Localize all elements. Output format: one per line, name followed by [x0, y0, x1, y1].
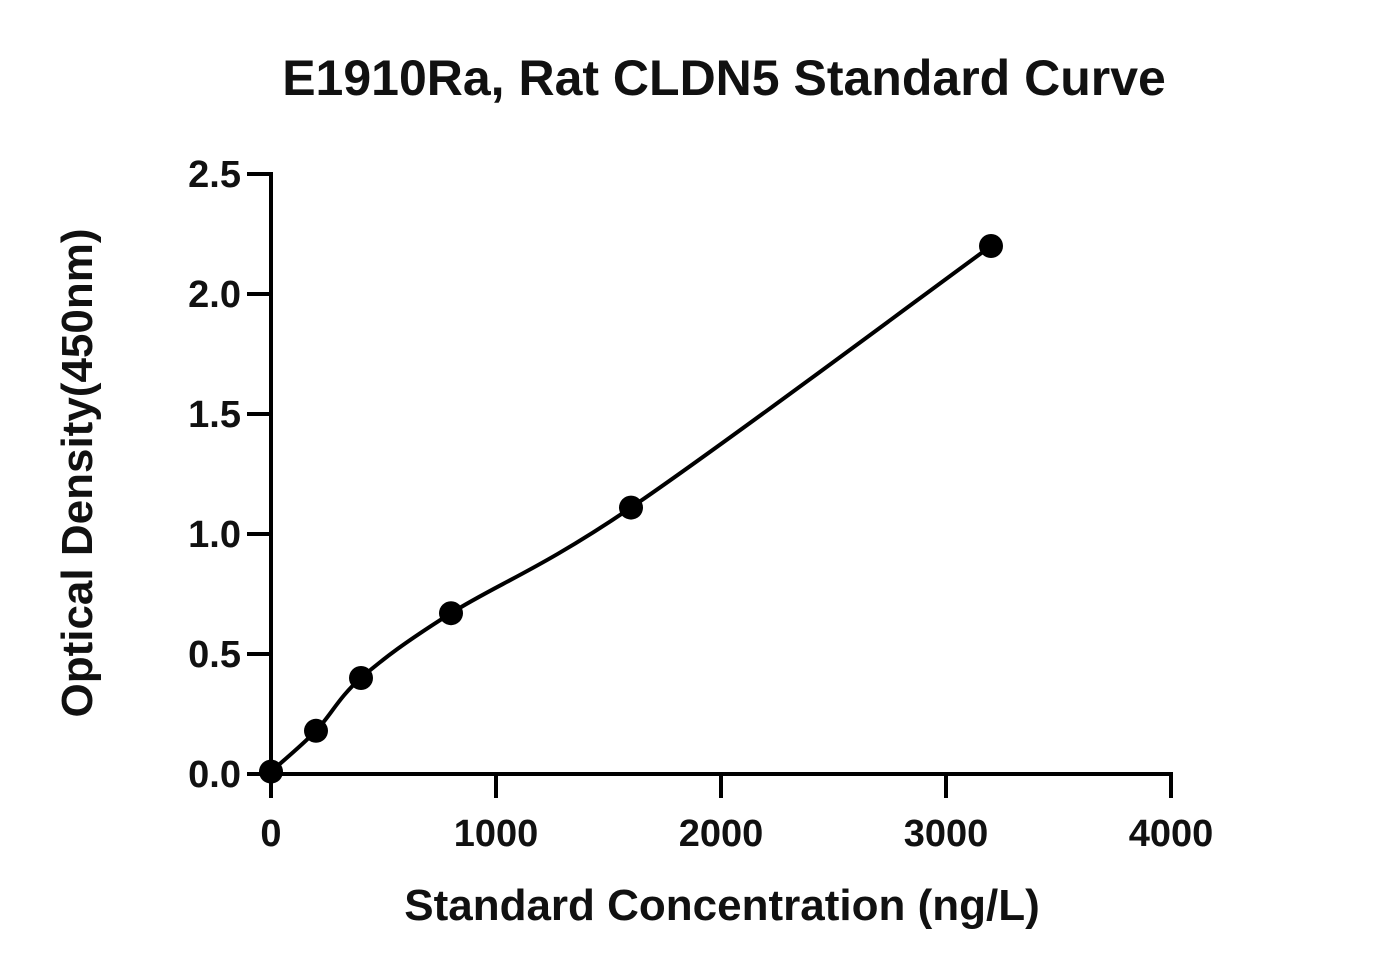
data-point	[619, 495, 643, 520]
y-axis-ticks: 0.0 0.5 1.0 1.5 2.0 2.5	[188, 154, 271, 796]
data-point	[439, 601, 463, 626]
y-tick-label: 1.0	[188, 514, 241, 556]
x-tick-label: 2000	[679, 813, 764, 855]
y-tick-label: 1.5	[188, 394, 241, 436]
data-point	[259, 759, 283, 784]
chart-title: E1910Ra, Rat CLDN5 Standard Curve	[282, 50, 1166, 106]
data-points	[259, 234, 1003, 784]
y-axis-label: Optical Density(450nm)	[53, 228, 102, 717]
x-tick-label: 3000	[904, 813, 989, 855]
y-tick-label: 2.0	[188, 274, 241, 316]
x-tick-label: 4000	[1129, 813, 1214, 855]
y-tick-label: 2.5	[188, 154, 241, 196]
x-axis-ticks: 0 1000 2000 3000 4000	[260, 774, 1213, 855]
data-point	[304, 718, 328, 743]
y-tick-label: 0.5	[188, 634, 241, 676]
x-axis-label: Standard Concentration (ng/L)	[404, 881, 1040, 930]
x-tick-label: 0	[260, 813, 281, 855]
data-point	[979, 234, 1003, 258]
x-tick-label: 1000	[454, 813, 539, 855]
data-point	[349, 666, 373, 690]
y-tick-label: 0.0	[188, 754, 241, 796]
